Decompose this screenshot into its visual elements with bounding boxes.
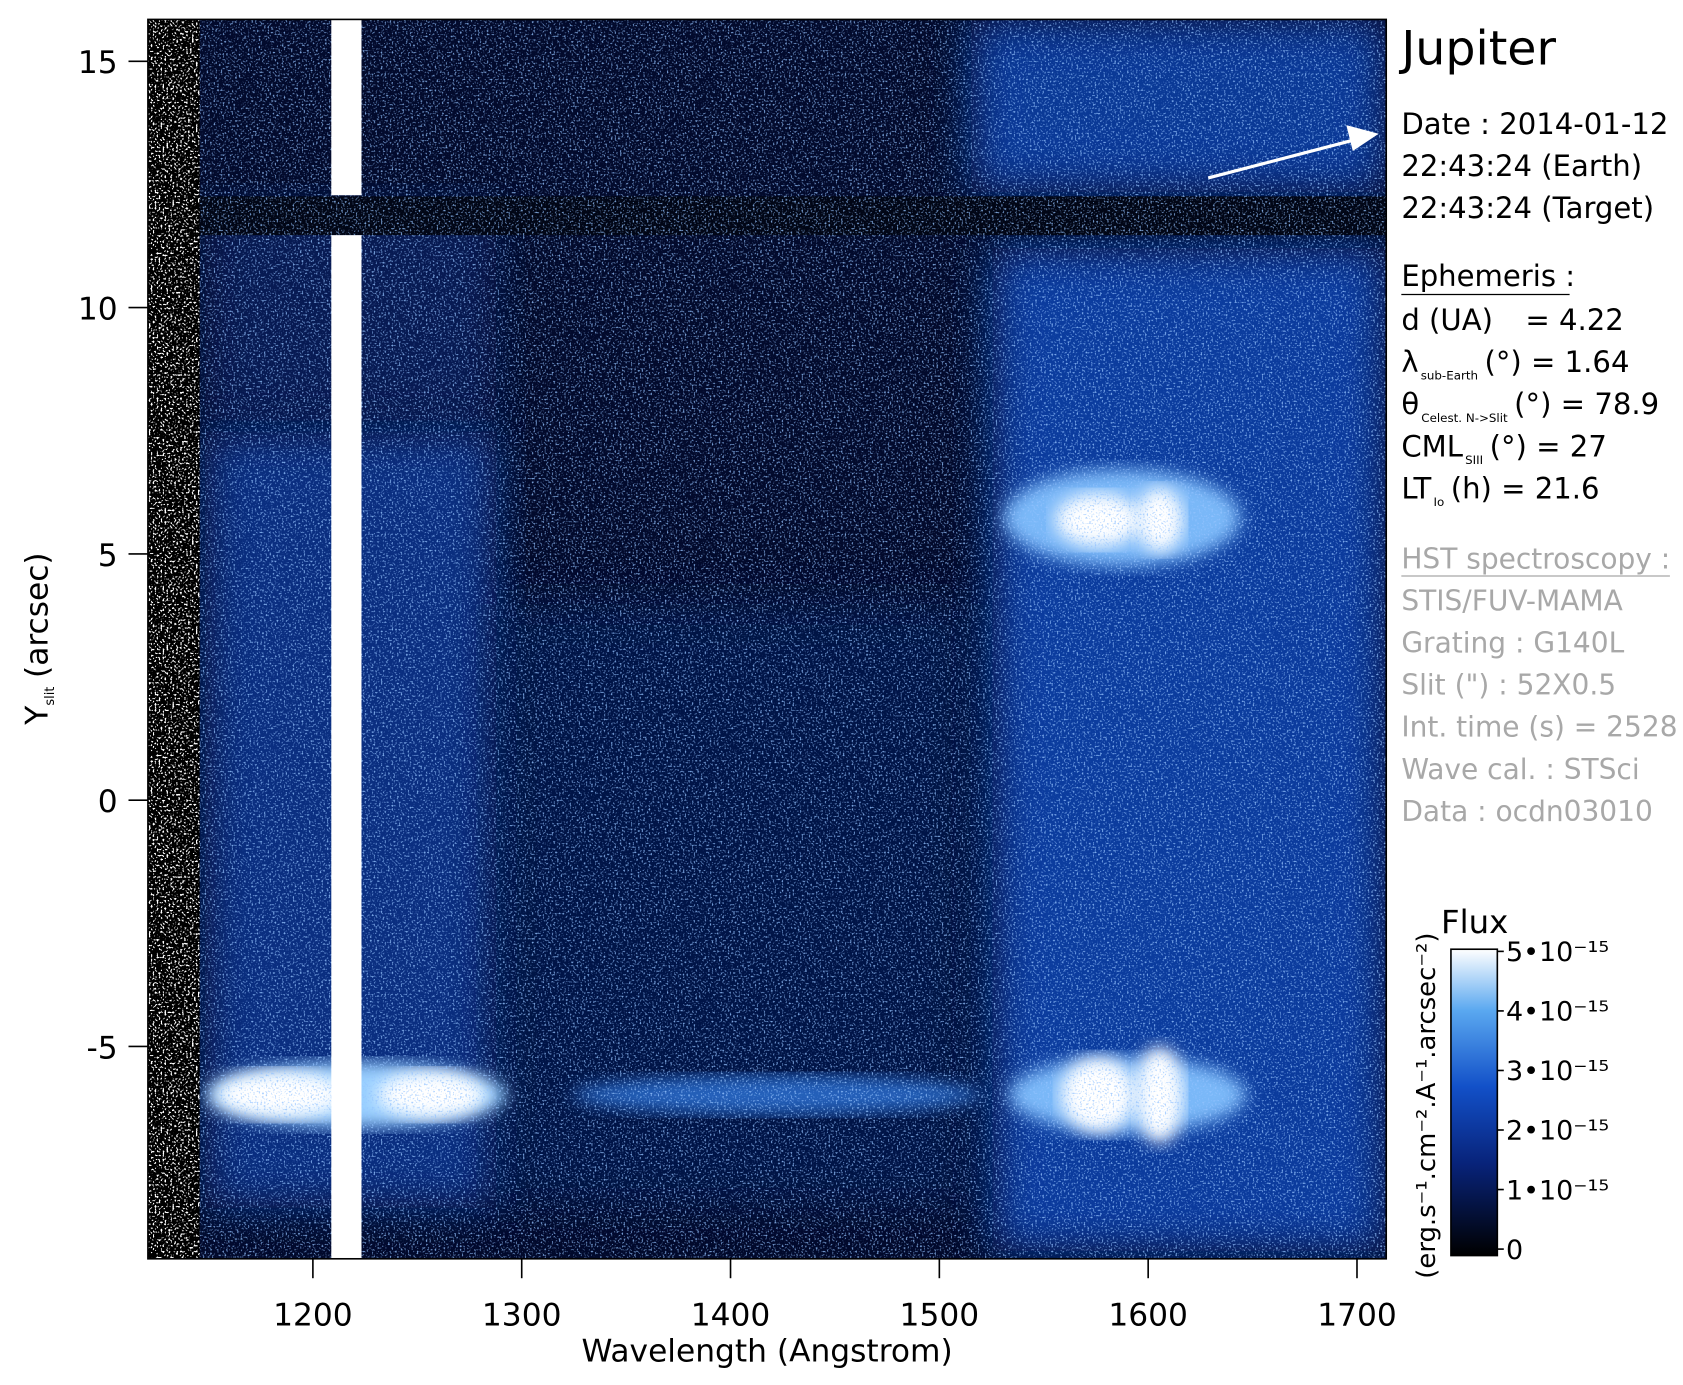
item-sub: SIII <box>1465 453 1483 467</box>
hst-line: Grating : G140L <box>1401 627 1624 660</box>
spectral-image <box>147 19 1387 1259</box>
hst-line: Wave cal. : STSci <box>1401 753 1639 786</box>
colorbar-tick-label: 1•10⁻¹⁵ <box>1506 1175 1609 1206</box>
hst-line: Int. time (s) = 2528 <box>1401 711 1677 744</box>
ephemeris-item: CML SIII (°) = 27 <box>1401 429 1607 467</box>
y-tick-label: 0 <box>98 784 118 820</box>
colorbar: Flux(erg.s⁻¹.cm⁻².A⁻¹.arcsec⁻²) 5•10⁻¹⁵ 4•… <box>1412 903 1609 1279</box>
item-sub: Io <box>1433 495 1444 509</box>
x-tick-label: 1500 <box>900 1298 980 1334</box>
panel-title: Jupiter <box>1398 22 1556 77</box>
y-axis-label: Yslit (arcsec) <box>20 552 58 725</box>
colorbar-tick-label: 4•10⁻¹⁵ <box>1506 997 1609 1028</box>
item-sub: sub-Earth <box>1421 369 1478 383</box>
y-tick-label: 15 <box>78 45 118 81</box>
info-panel: Jupiter Date : 2014-01-12 22:43:24 (Earth)… <box>1398 22 1677 828</box>
y-label-main: Y <box>20 705 56 726</box>
date-line: Date : 2014-01-12 <box>1401 107 1668 141</box>
x-tick-label: 1300 <box>482 1298 562 1334</box>
colorbar-tick-label: 5•10⁻¹⁵ <box>1506 937 1609 968</box>
x-tick-label: 1700 <box>1317 1298 1397 1334</box>
item-rest: (°) = 27 <box>1490 429 1607 463</box>
ephemeris-heading: Ephemeris : <box>1401 259 1575 293</box>
hst-heading: HST spectroscopy : <box>1401 542 1670 575</box>
x-tick-label: 1400 <box>691 1298 771 1334</box>
item-main: θ <box>1401 387 1419 421</box>
y-tick-label: -5 <box>87 1030 118 1066</box>
x-tick-label: 1600 <box>1108 1298 1188 1334</box>
colorbar-tick-label: 2•10⁻¹⁵ <box>1506 1116 1609 1147</box>
colorbar-label: (erg.s⁻¹.cm⁻².A⁻¹.arcsec⁻²) <box>1412 933 1442 1279</box>
y-tick-label: 10 <box>78 291 118 327</box>
ephemeris-item: d (UA) = 4.22 <box>1401 303 1624 337</box>
item-rest: = 4.22 <box>1525 303 1623 337</box>
item-rest: (°) = 1.64 <box>1485 345 1630 379</box>
x-axis-label: Wavelength (Angstrom) <box>581 1333 952 1369</box>
item-main: d (UA) <box>1401 303 1493 337</box>
item-main: CML <box>1401 429 1463 463</box>
x-tick-label: 1200 <box>273 1298 353 1334</box>
hst-line: STIS/FUV-MAMA <box>1401 585 1622 618</box>
item-rest: (h) = 21.6 <box>1451 471 1600 505</box>
colorbar-tick-label: 3•10⁻¹⁵ <box>1506 1056 1609 1087</box>
item-main: λ <box>1401 345 1418 379</box>
colorbar-scale <box>1450 948 1499 1257</box>
item-rest: (°) = 78.9 <box>1514 387 1659 421</box>
item-main: LT <box>1401 471 1431 505</box>
date-line: 22:43:24 (Target) <box>1401 191 1654 225</box>
ephemeris-item: LT Io (h) = 21.6 <box>1401 471 1599 509</box>
colorbar-tick-label: 0 <box>1506 1235 1523 1266</box>
plot-frame <box>147 18 1388 1260</box>
colorbar-title: Flux <box>1441 903 1508 941</box>
ephemeris-item: λ sub-Earth (°) = 1.64 <box>1401 345 1629 383</box>
item-sub: Celest. N->Slit <box>1421 411 1508 425</box>
y-label-sub: slit <box>43 687 58 706</box>
date-line: 22:43:24 (Earth) <box>1401 149 1642 183</box>
hst-line: Data : ocdn03010 <box>1401 795 1653 828</box>
ephemeris-item: θ Celest. N->Slit (°) = 78.9 <box>1401 387 1659 425</box>
y-tick-label: 5 <box>98 538 118 574</box>
hst-line: Slit (") : 52X0.5 <box>1401 669 1616 702</box>
y-label-rest: (arcsec) <box>20 552 56 678</box>
